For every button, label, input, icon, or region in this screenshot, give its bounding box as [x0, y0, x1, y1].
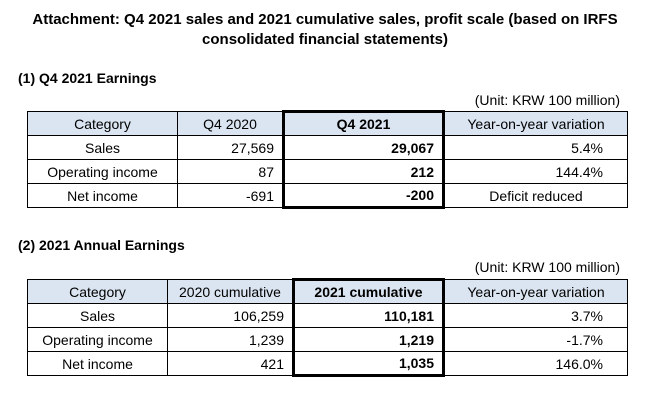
row-category: Operating income [27, 159, 178, 184]
column-header-q4-2021: Q4 2021 [282, 110, 445, 136]
document-title-line-2: consolidated financial statements) [202, 31, 448, 48]
table-row: Net income 421 1,035 146.0% [27, 351, 628, 377]
row-category: Net income [27, 183, 178, 208]
column-header-yoy-variation: Year-on-year variation [443, 111, 628, 136]
row-variation: 144.4% [443, 159, 628, 184]
row-variation: 5.4% [443, 135, 628, 160]
row-category: Operating income [27, 327, 168, 352]
table-row: Sales 27,569 29,067 5.4% [27, 135, 628, 160]
document-title: Attachment: Q4 2021 sales and 2021 cumul… [0, 10, 650, 50]
annual-section-heading: (2) 2021 Annual Earnings [18, 237, 185, 253]
row-prev-value: 27,569 [177, 135, 284, 160]
row-variation: 146.0% [443, 351, 628, 376]
row-variation: -1.7% [443, 327, 628, 352]
annual-earnings-table: Category 2020 cumulative 2021 cumulative… [27, 278, 628, 377]
row-curr-value: 1,219 [292, 327, 445, 352]
row-curr-value: 212 [282, 159, 445, 184]
column-header-2020-cumulative: 2020 cumulative [167, 279, 294, 304]
q4-section-heading: (1) Q4 2021 Earnings [18, 70, 157, 86]
table-header-row: Category Q4 2020 Q4 2021 Year-on-year va… [27, 110, 628, 136]
table-row: Operating income 87 212 144.4% [27, 159, 628, 184]
row-variation: Deficit reduced [443, 183, 628, 208]
row-category: Sales [27, 135, 178, 160]
row-curr-value: 29,067 [282, 135, 445, 160]
row-curr-value: 1,035 [292, 351, 445, 377]
row-prev-value: 1,239 [167, 327, 294, 352]
document-title-line-1: Attachment: Q4 2021 sales and 2021 cumul… [32, 11, 618, 28]
column-header-category: Category [27, 111, 178, 136]
row-variation: 3.7% [443, 303, 628, 328]
table-row: Operating income 1,239 1,219 -1.7% [27, 327, 628, 352]
row-prev-value: 106,259 [167, 303, 294, 328]
column-header-q4-2020: Q4 2020 [177, 111, 284, 136]
annual-unit-label: (Unit: KRW 100 million) [474, 259, 620, 275]
table-header-row: Category 2020 cumulative 2021 cumulative… [27, 278, 628, 304]
row-category: Sales [27, 303, 168, 328]
table-row: Net income -691 -200 Deficit reduced [27, 183, 628, 209]
row-prev-value: -691 [177, 183, 284, 208]
row-prev-value: 87 [177, 159, 284, 184]
row-prev-value: 421 [167, 351, 294, 376]
q4-earnings-table: Category Q4 2020 Q4 2021 Year-on-year va… [27, 110, 628, 209]
column-header-2021-cumulative: 2021 cumulative [292, 278, 445, 304]
row-curr-value: 110,181 [292, 303, 445, 328]
row-category: Net income [27, 351, 168, 376]
column-header-category: Category [27, 279, 168, 304]
table-row: Sales 106,259 110,181 3.7% [27, 303, 628, 328]
q4-unit-label: (Unit: KRW 100 million) [474, 92, 620, 108]
column-header-yoy-variation: Year-on-year variation [443, 279, 628, 304]
row-curr-value: -200 [282, 183, 445, 209]
